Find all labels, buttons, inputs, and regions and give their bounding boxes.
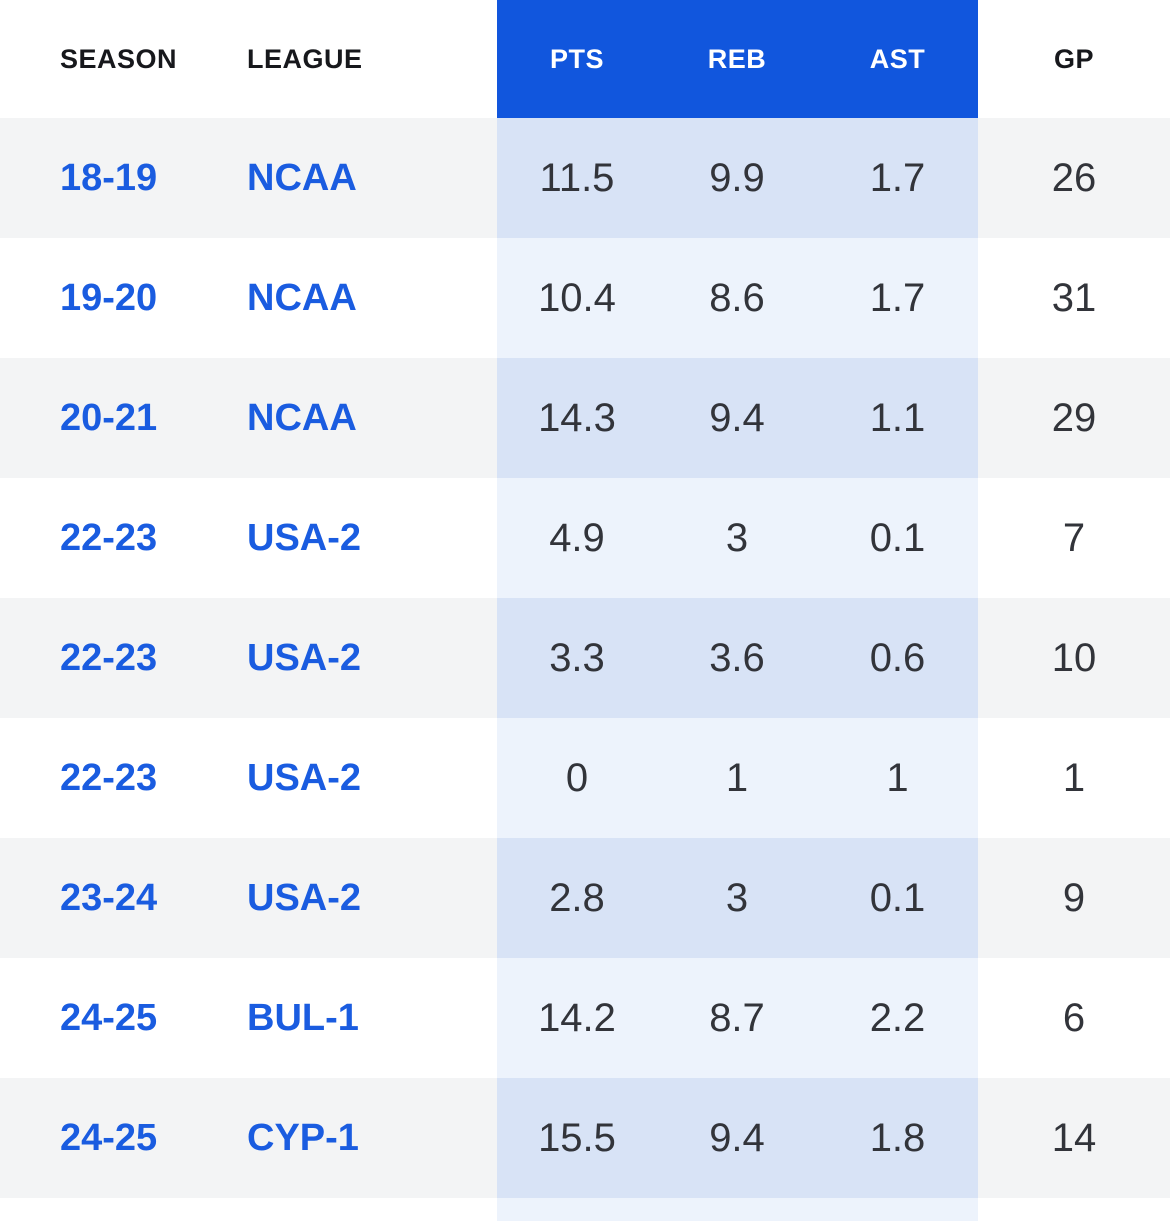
gp-value: 26 <box>1051 155 1097 200</box>
season-link[interactable]: 23-24 <box>60 876 158 919</box>
table-row: 22-23 USA-2 3.3 3.6 0.6 10 <box>0 598 1170 718</box>
league-link[interactable]: CYP-1 <box>247 1116 359 1159</box>
pts-value: 11.5 <box>497 118 657 238</box>
league-link[interactable]: NCAA <box>247 156 357 199</box>
gp-value: 1 <box>1062 755 1086 800</box>
pts-value: 14.3 <box>497 358 657 478</box>
league-link[interactable]: USA-2 <box>247 876 362 919</box>
ast-value: 1.8 <box>817 1078 978 1198</box>
reb-value: 9.4 <box>657 358 817 478</box>
reb-value: 3.6 <box>657 598 817 718</box>
season-link[interactable]: 18-19 <box>60 156 158 199</box>
gp-value: 9 <box>1062 875 1086 920</box>
reb-value: 8.7 <box>657 958 817 1078</box>
season-link[interactable]: 20-21 <box>60 396 158 439</box>
col-header-season: SEASON <box>0 0 247 118</box>
season-cell-empty <box>0 1198 247 1221</box>
reb-value: 9.9 <box>657 118 817 238</box>
season-link[interactable]: 22-23 <box>60 756 158 799</box>
table-row: 20-21 NCAA 14.3 9.4 1.1 29 <box>0 358 1170 478</box>
league-link[interactable]: USA-2 <box>247 516 362 559</box>
season-link[interactable]: 22-23 <box>60 516 158 559</box>
ast-value: 0.1 <box>817 478 978 598</box>
ast-value: 2.2 <box>817 958 978 1078</box>
ast-value: 1.7 <box>817 118 978 238</box>
pts-value: 14.2 <box>497 958 657 1078</box>
table-row: 22-23 USA-2 0 1 1 1 <box>0 718 1170 838</box>
league-link[interactable]: NCAA <box>247 276 357 319</box>
pts-value: 3.3 <box>497 598 657 718</box>
table-row: 22-23 USA-2 4.9 3 0.1 7 <box>0 478 1170 598</box>
league-link[interactable]: BUL-1 <box>247 996 359 1039</box>
col-header-league: LEAGUE <box>247 0 497 118</box>
ast-value: 0.6 <box>817 598 978 718</box>
gp-value: 6 <box>1062 995 1086 1040</box>
col-header-ast: AST <box>817 0 978 118</box>
gp-value: 7 <box>1062 515 1086 560</box>
pts-cell-empty <box>497 1198 657 1221</box>
gp-value: 31 <box>1051 275 1097 320</box>
league-link[interactable]: NCAA <box>247 396 357 439</box>
pts-value: 0 <box>497 718 657 838</box>
gp-value: 29 <box>1051 395 1097 440</box>
league-cell-empty <box>247 1198 497 1221</box>
gp-value: 10 <box>1051 635 1097 680</box>
table-row: 19-20 NCAA 10.4 8.6 1.7 31 <box>0 238 1170 358</box>
ast-cell-empty <box>817 1198 978 1221</box>
ast-value: 1.7 <box>817 238 978 358</box>
table-body: 18-19 NCAA 11.5 9.9 1.7 26 19-20 NCAA 10… <box>0 118 1170 1221</box>
gp-cell-empty <box>978 1198 1170 1221</box>
league-link[interactable]: USA-2 <box>247 636 362 679</box>
reb-cell-empty <box>657 1198 817 1221</box>
ast-value: 1.1 <box>817 358 978 478</box>
pts-value: 2.8 <box>497 838 657 958</box>
pts-value: 10.4 <box>497 238 657 358</box>
gp-value: 14 <box>1051 1115 1097 1160</box>
season-link[interactable]: 24-25 <box>60 1116 158 1159</box>
ast-value: 1 <box>817 718 978 838</box>
col-header-reb: REB <box>657 0 817 118</box>
col-header-gp: GP <box>978 0 1170 118</box>
table-row: 24-25 BUL-1 14.2 8.7 2.2 6 <box>0 958 1170 1078</box>
table-header-row: SEASON LEAGUE PTS REB AST GP <box>0 0 1170 118</box>
table-row: 23-24 USA-2 2.8 3 0.1 9 <box>0 838 1170 958</box>
ast-value: 0.1 <box>817 838 978 958</box>
col-header-pts: PTS <box>497 0 657 118</box>
reb-value: 3 <box>657 478 817 598</box>
table-row: 24-25 CYP-1 15.5 9.4 1.8 14 <box>0 1078 1170 1198</box>
reb-value: 1 <box>657 718 817 838</box>
table-row-partial <box>0 1198 1170 1221</box>
table-row: 18-19 NCAA 11.5 9.9 1.7 26 <box>0 118 1170 238</box>
season-link[interactable]: 22-23 <box>60 636 158 679</box>
pts-value: 15.5 <box>497 1078 657 1198</box>
reb-value: 9.4 <box>657 1078 817 1198</box>
pts-value: 4.9 <box>497 478 657 598</box>
reb-value: 3 <box>657 838 817 958</box>
season-link[interactable]: 19-20 <box>60 276 158 319</box>
season-link[interactable]: 24-25 <box>60 996 158 1039</box>
reb-value: 8.6 <box>657 238 817 358</box>
league-link[interactable]: USA-2 <box>247 756 362 799</box>
